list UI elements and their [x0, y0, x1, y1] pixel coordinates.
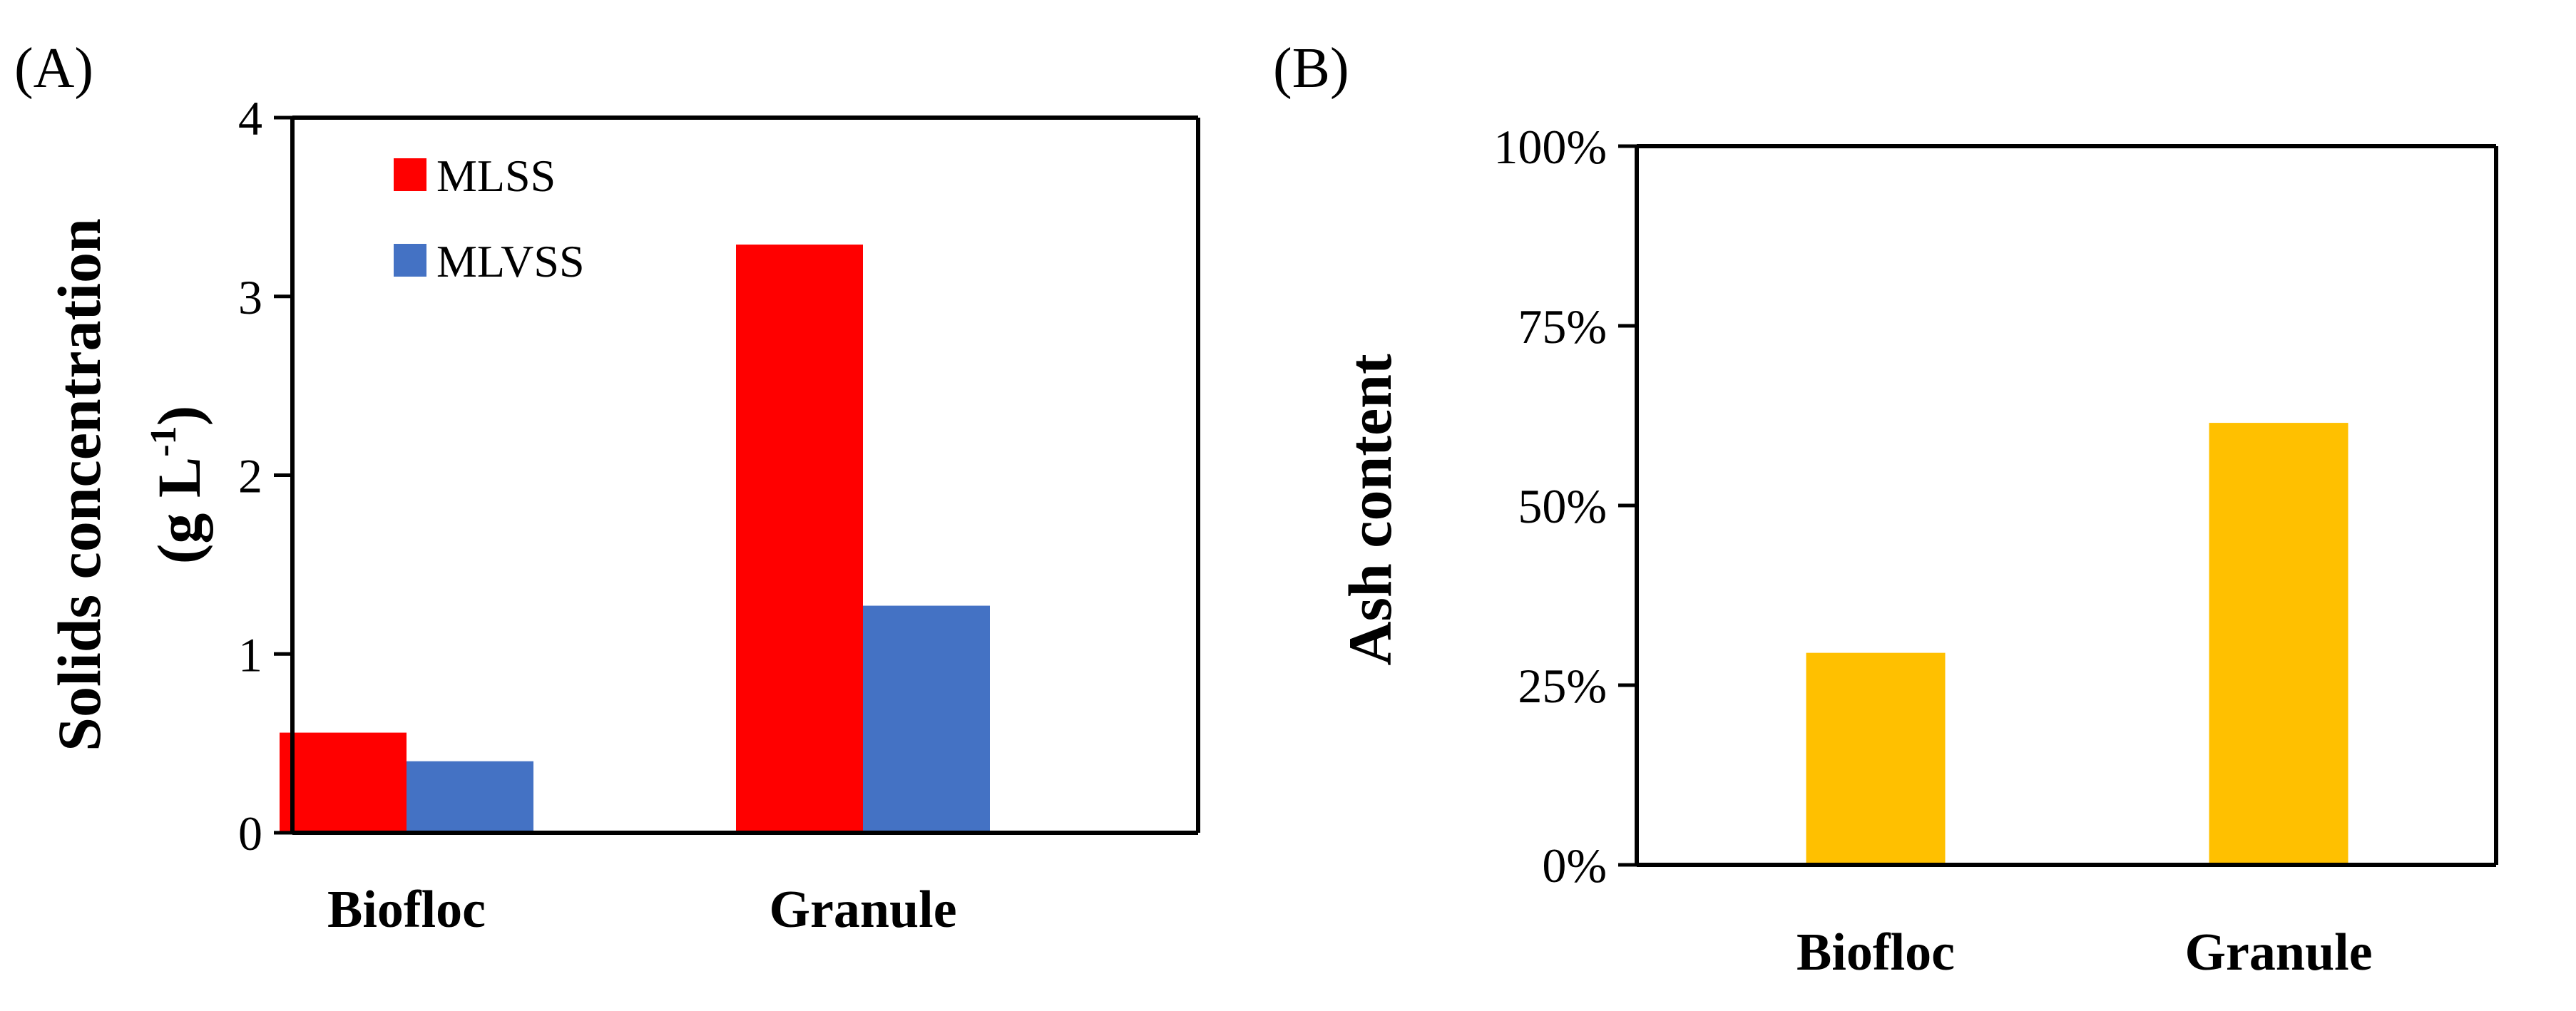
y-tick-label: 3: [238, 270, 262, 324]
panel-a-y-unit-suffix: ): [145, 406, 213, 426]
bar-mlss-granule: [736, 245, 863, 833]
panel-a-bars: [280, 245, 990, 833]
y-tick-label: 100%: [1493, 120, 1607, 174]
y-tick-label: 2: [238, 449, 262, 503]
legend-label-mlvss: MLVSS: [436, 236, 585, 287]
y-tick-label: 25%: [1518, 659, 1607, 713]
panel-a-label: (A): [14, 37, 93, 100]
panel-a-y-unit-sup: -1: [143, 426, 184, 456]
panel-a-y-ticks: 0 1 2 3 4: [238, 91, 292, 861]
panel-b-y-ticks: 0% 25% 50% 75% 100%: [1493, 120, 1637, 893]
category-label-biofloc: Biofloc: [327, 881, 486, 939]
bar-mlvss-granule: [863, 605, 990, 833]
category-label-biofloc: Biofloc: [1796, 923, 1955, 982]
panel-a-y-axis-title-line1: Solids concentration: [45, 218, 113, 751]
panel-a-legend: MLSS MLVSS: [394, 150, 585, 287]
bar-mlvss-biofloc: [407, 761, 533, 833]
y-tick-label: 0%: [1542, 838, 1607, 893]
panel-b: (B) Ash content 0% 25% 50% 75% 100% Biofloc G…: [1273, 37, 2498, 982]
category-label-granule: Granule: [2184, 923, 2372, 982]
panel-b-category-labels: Biofloc Granule: [1796, 923, 2373, 982]
bar-ash-content-biofloc: [1806, 652, 1946, 865]
panel-a-category-labels: Biofloc Granule: [327, 881, 957, 939]
bar-mlss-biofloc: [280, 732, 407, 833]
legend-label-mlss: MLSS: [436, 150, 556, 201]
panel-b-label: (B): [1273, 37, 1349, 100]
y-tick-label: 75%: [1518, 299, 1607, 354]
y-tick-label: 50%: [1518, 479, 1607, 533]
panel-b-bars: [1806, 423, 2348, 865]
panel-a-y-unit-prefix: (g L: [145, 457, 213, 565]
bar-ash-content-granule: [2209, 423, 2348, 865]
category-label-granule: Granule: [769, 881, 956, 939]
panel-a-y-axis-title-line2: (g L-1): [143, 406, 213, 564]
y-tick-label: 1: [238, 627, 262, 682]
legend-swatch-mlvss: [394, 244, 426, 277]
y-tick-label: 4: [238, 91, 262, 145]
panel-a: (A) Solids concentration (g L-1) 0 1 2 3 4 B…: [14, 37, 1200, 939]
legend-swatch-mlss: [394, 158, 426, 191]
panel-b-y-axis-title: Ash content: [1336, 354, 1404, 666]
y-tick-label: 0: [238, 806, 262, 861]
